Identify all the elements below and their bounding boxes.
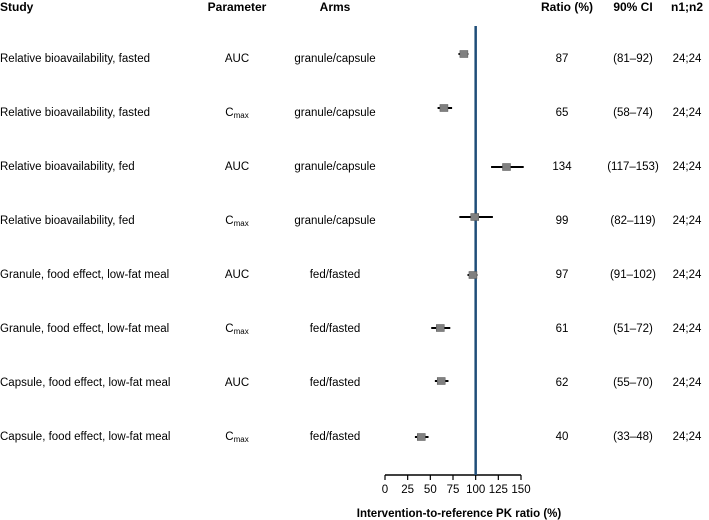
arms-cell: fed/fasted bbox=[309, 269, 361, 281]
study-name: Relative bioavailability, fasted bbox=[0, 107, 151, 119]
point-estimate-marker bbox=[470, 213, 480, 221]
parameter-cell: Cmax bbox=[225, 214, 248, 231]
parameter-main: AUC bbox=[224, 269, 250, 281]
point-estimate-marker bbox=[459, 50, 469, 58]
study-name: Relative bioavailability, fasted bbox=[0, 53, 151, 65]
point-estimate-marker bbox=[502, 163, 511, 171]
arms-cell: fed/fasted bbox=[309, 323, 361, 335]
n-cell: 24;24 bbox=[672, 323, 702, 335]
n-cell: 24;24 bbox=[672, 161, 702, 173]
n-cell: 24;24 bbox=[672, 269, 702, 281]
parameter-main: AUC bbox=[224, 53, 250, 65]
ci-cell: (91–102) bbox=[609, 269, 657, 281]
parameter-cell: AUC bbox=[225, 52, 249, 66]
ratio-cell: 61 bbox=[555, 323, 569, 335]
x-tick-label: 150 bbox=[511, 484, 530, 496]
x-axis-label: Intervention-to-reference PK ratio (%) bbox=[356, 508, 562, 520]
study-name: Capsule, food effect, low-fat meal bbox=[0, 431, 171, 443]
header-n: n1;n2 bbox=[670, 0, 704, 14]
ratio-cell: 87 bbox=[555, 53, 569, 65]
arms-cell: granule/capsule bbox=[294, 53, 376, 65]
n-cell: 24;24 bbox=[672, 215, 702, 227]
parameter-main: C bbox=[225, 107, 234, 119]
ci-cell: (58–74) bbox=[613, 107, 653, 119]
point-estimate-marker bbox=[439, 104, 449, 112]
header-arms: Arms bbox=[319, 0, 351, 14]
parameter-main: C bbox=[225, 431, 234, 443]
study-name: Granule, food effect, low-fat meal bbox=[0, 269, 170, 281]
parameter-subscript: max bbox=[233, 219, 249, 228]
n-cell: 24;24 bbox=[672, 377, 702, 389]
parameter-subscript: max bbox=[233, 435, 249, 444]
arms-cell: granule/capsule bbox=[294, 107, 376, 119]
ratio-cell: 62 bbox=[555, 377, 569, 389]
parameter-cell: AUC bbox=[225, 376, 249, 390]
point-estimate-marker bbox=[417, 433, 426, 441]
parameter-subscript: max bbox=[233, 111, 249, 120]
ratio-cell: 65 bbox=[555, 107, 569, 119]
arms-cell: fed/fasted bbox=[309, 431, 361, 443]
arms-cell: granule/capsule bbox=[294, 161, 376, 173]
ratio-cell: 99 bbox=[555, 215, 569, 227]
parameter-cell: Cmax bbox=[225, 106, 248, 123]
ratio-cell: 134 bbox=[552, 161, 572, 173]
point-estimate-marker bbox=[436, 377, 446, 385]
ci-cell: (51–72) bbox=[613, 323, 653, 335]
header-ratio: Ratio (%) bbox=[541, 0, 593, 14]
point-estimate-marker bbox=[436, 324, 445, 332]
parameter-main: C bbox=[225, 215, 234, 227]
n-cell: 24;24 bbox=[672, 431, 702, 443]
x-tick-label: 50 bbox=[424, 484, 437, 496]
parameter-cell: AUC bbox=[225, 268, 249, 282]
study-name: Granule, food effect, low-fat meal bbox=[0, 323, 170, 335]
ci-cell: (33–48) bbox=[613, 431, 653, 443]
header-study: Study bbox=[0, 0, 34, 14]
header-ci: 90% CI bbox=[613, 0, 653, 14]
parameter-main: C bbox=[225, 323, 234, 335]
x-tick-label: 25 bbox=[401, 484, 414, 496]
parameter-subscript: max bbox=[233, 327, 249, 336]
parameter-main: AUC bbox=[224, 161, 250, 173]
x-tick-label: 75 bbox=[447, 484, 460, 496]
x-tick-label: 125 bbox=[489, 484, 508, 496]
ratio-cell: 97 bbox=[555, 269, 569, 281]
ci-cell: (81–92) bbox=[613, 53, 653, 65]
study-name: Relative bioavailability, fed bbox=[0, 161, 135, 173]
x-tick-label: 100 bbox=[466, 484, 485, 496]
ci-cell: (117–153) bbox=[607, 161, 659, 173]
parameter-cell: Cmax bbox=[225, 322, 248, 339]
ratio-cell: 40 bbox=[555, 431, 569, 443]
study-name: Relative bioavailability, fed bbox=[0, 215, 135, 227]
x-tick-label: 0 bbox=[382, 484, 388, 496]
n-cell: 24;24 bbox=[672, 53, 702, 65]
arms-cell: fed/fasted bbox=[309, 377, 361, 389]
parameter-cell: Cmax bbox=[225, 430, 248, 447]
arms-cell: granule/capsule bbox=[294, 215, 376, 227]
ci-cell: (55–70) bbox=[613, 377, 653, 389]
parameter-main: AUC bbox=[224, 377, 250, 389]
ci-cell: (82–119) bbox=[610, 215, 656, 227]
n-cell: 24;24 bbox=[672, 107, 702, 119]
point-estimate-marker bbox=[468, 271, 478, 279]
study-name: Capsule, food effect, low-fat meal bbox=[0, 377, 171, 389]
header-parameter: Parameter bbox=[207, 0, 267, 14]
parameter-cell: AUC bbox=[225, 160, 249, 174]
